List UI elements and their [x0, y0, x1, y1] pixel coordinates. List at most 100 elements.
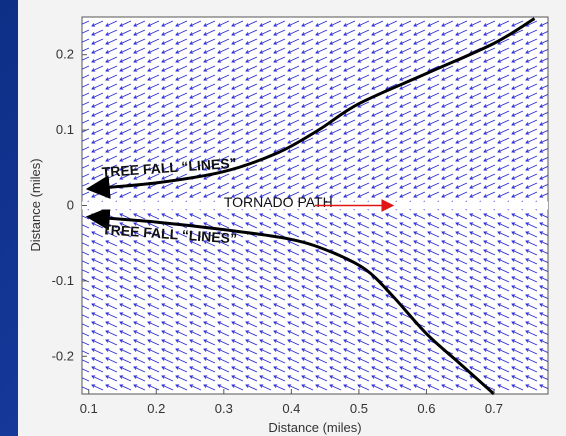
field-arrow	[91, 128, 104, 135]
field-arrow	[343, 47, 356, 54]
field-arrow	[525, 110, 538, 117]
field-arrow	[357, 339, 370, 346]
field-arrow	[287, 74, 300, 81]
field-arrow	[357, 240, 370, 247]
field-arrow	[385, 321, 398, 328]
field-arrow	[287, 110, 300, 117]
field-arrow	[105, 47, 118, 54]
field-arrow	[315, 65, 328, 72]
field-arrow	[259, 182, 272, 189]
field-arrow	[441, 29, 454, 36]
field-arrow	[525, 330, 538, 337]
field-arrow	[413, 101, 426, 108]
field-arrow	[217, 137, 230, 144]
field-arrow	[329, 276, 342, 283]
field-arrow	[371, 110, 384, 117]
field-arrow	[357, 375, 370, 382]
field-arrow	[385, 164, 398, 171]
field-arrow	[133, 240, 146, 247]
field-arrow	[385, 276, 398, 283]
field-arrow	[287, 38, 300, 45]
field-arrow	[371, 267, 384, 274]
field-arrow	[203, 119, 216, 126]
field-arrow	[455, 312, 468, 319]
field-arrow	[231, 101, 244, 108]
field-arrow	[273, 384, 286, 391]
field-arrow	[189, 312, 202, 319]
field-arrow	[441, 182, 454, 189]
field-arrow	[189, 231, 202, 238]
field-arrow	[231, 366, 244, 373]
field-arrow	[441, 119, 454, 126]
field-arrow	[427, 128, 440, 135]
field-arrow	[91, 357, 104, 364]
field-arrow	[231, 375, 244, 382]
field-arrow	[427, 285, 440, 292]
field-arrow	[539, 30, 548, 36]
field-arrow	[497, 101, 510, 108]
field-arrow	[315, 384, 328, 391]
field-arrow	[217, 128, 230, 135]
y-tick-label: -0.2	[52, 348, 74, 363]
field-arrow	[441, 146, 454, 153]
field-arrow	[427, 294, 440, 301]
field-arrow	[413, 303, 426, 310]
field-arrow	[539, 102, 548, 108]
field-arrow	[399, 258, 412, 265]
field-arrow	[245, 65, 258, 72]
field-arrow	[329, 92, 342, 99]
field-arrow	[511, 249, 524, 256]
field-arrow	[119, 191, 132, 198]
field-arrow	[217, 348, 230, 355]
field-arrow	[399, 222, 412, 229]
field-arrow	[82, 242, 90, 247]
field-arrow	[301, 213, 314, 220]
field-arrow	[315, 83, 328, 90]
field-arrow	[385, 375, 398, 382]
field-arrow	[511, 92, 524, 99]
field-arrow	[245, 312, 258, 319]
field-arrow	[203, 110, 216, 117]
field-arrow	[82, 137, 90, 142]
field-arrow	[511, 321, 524, 328]
field-arrow	[427, 38, 440, 45]
field-arrow	[217, 294, 230, 301]
field-arrow	[175, 128, 188, 135]
field-arrow	[455, 330, 468, 337]
field-arrow	[511, 101, 524, 108]
field-arrow	[539, 231, 548, 237]
field-arrow	[315, 222, 328, 229]
field-arrow	[455, 110, 468, 117]
field-arrow	[329, 155, 342, 162]
field-arrow	[82, 341, 90, 346]
field-arrow	[119, 29, 132, 36]
field-arrow	[539, 213, 548, 219]
field-arrow	[343, 375, 356, 382]
field-arrow	[427, 330, 440, 337]
field-arrow	[287, 137, 300, 144]
field-arrow	[497, 20, 510, 27]
field-arrow	[525, 65, 538, 72]
field-arrow	[483, 213, 496, 220]
field-arrow	[357, 191, 370, 198]
field-arrow	[315, 276, 328, 283]
field-arrow	[217, 47, 230, 54]
field-arrow	[231, 285, 244, 292]
field-arrow	[525, 384, 538, 391]
field-arrow	[245, 222, 258, 229]
field-arrow	[469, 357, 482, 364]
field-arrow	[539, 165, 548, 171]
field-arrow	[371, 249, 384, 256]
field-arrow	[427, 119, 440, 126]
field-arrow	[455, 348, 468, 355]
field-arrow	[315, 249, 328, 256]
field-arrow	[133, 348, 146, 355]
field-arrow	[133, 285, 146, 292]
field-arrow	[315, 366, 328, 373]
field-arrow	[105, 119, 118, 126]
field-arrow	[455, 366, 468, 373]
field-arrow	[511, 56, 524, 63]
field-arrow	[105, 155, 118, 162]
field-arrow	[161, 240, 174, 247]
field-arrow	[91, 321, 104, 328]
